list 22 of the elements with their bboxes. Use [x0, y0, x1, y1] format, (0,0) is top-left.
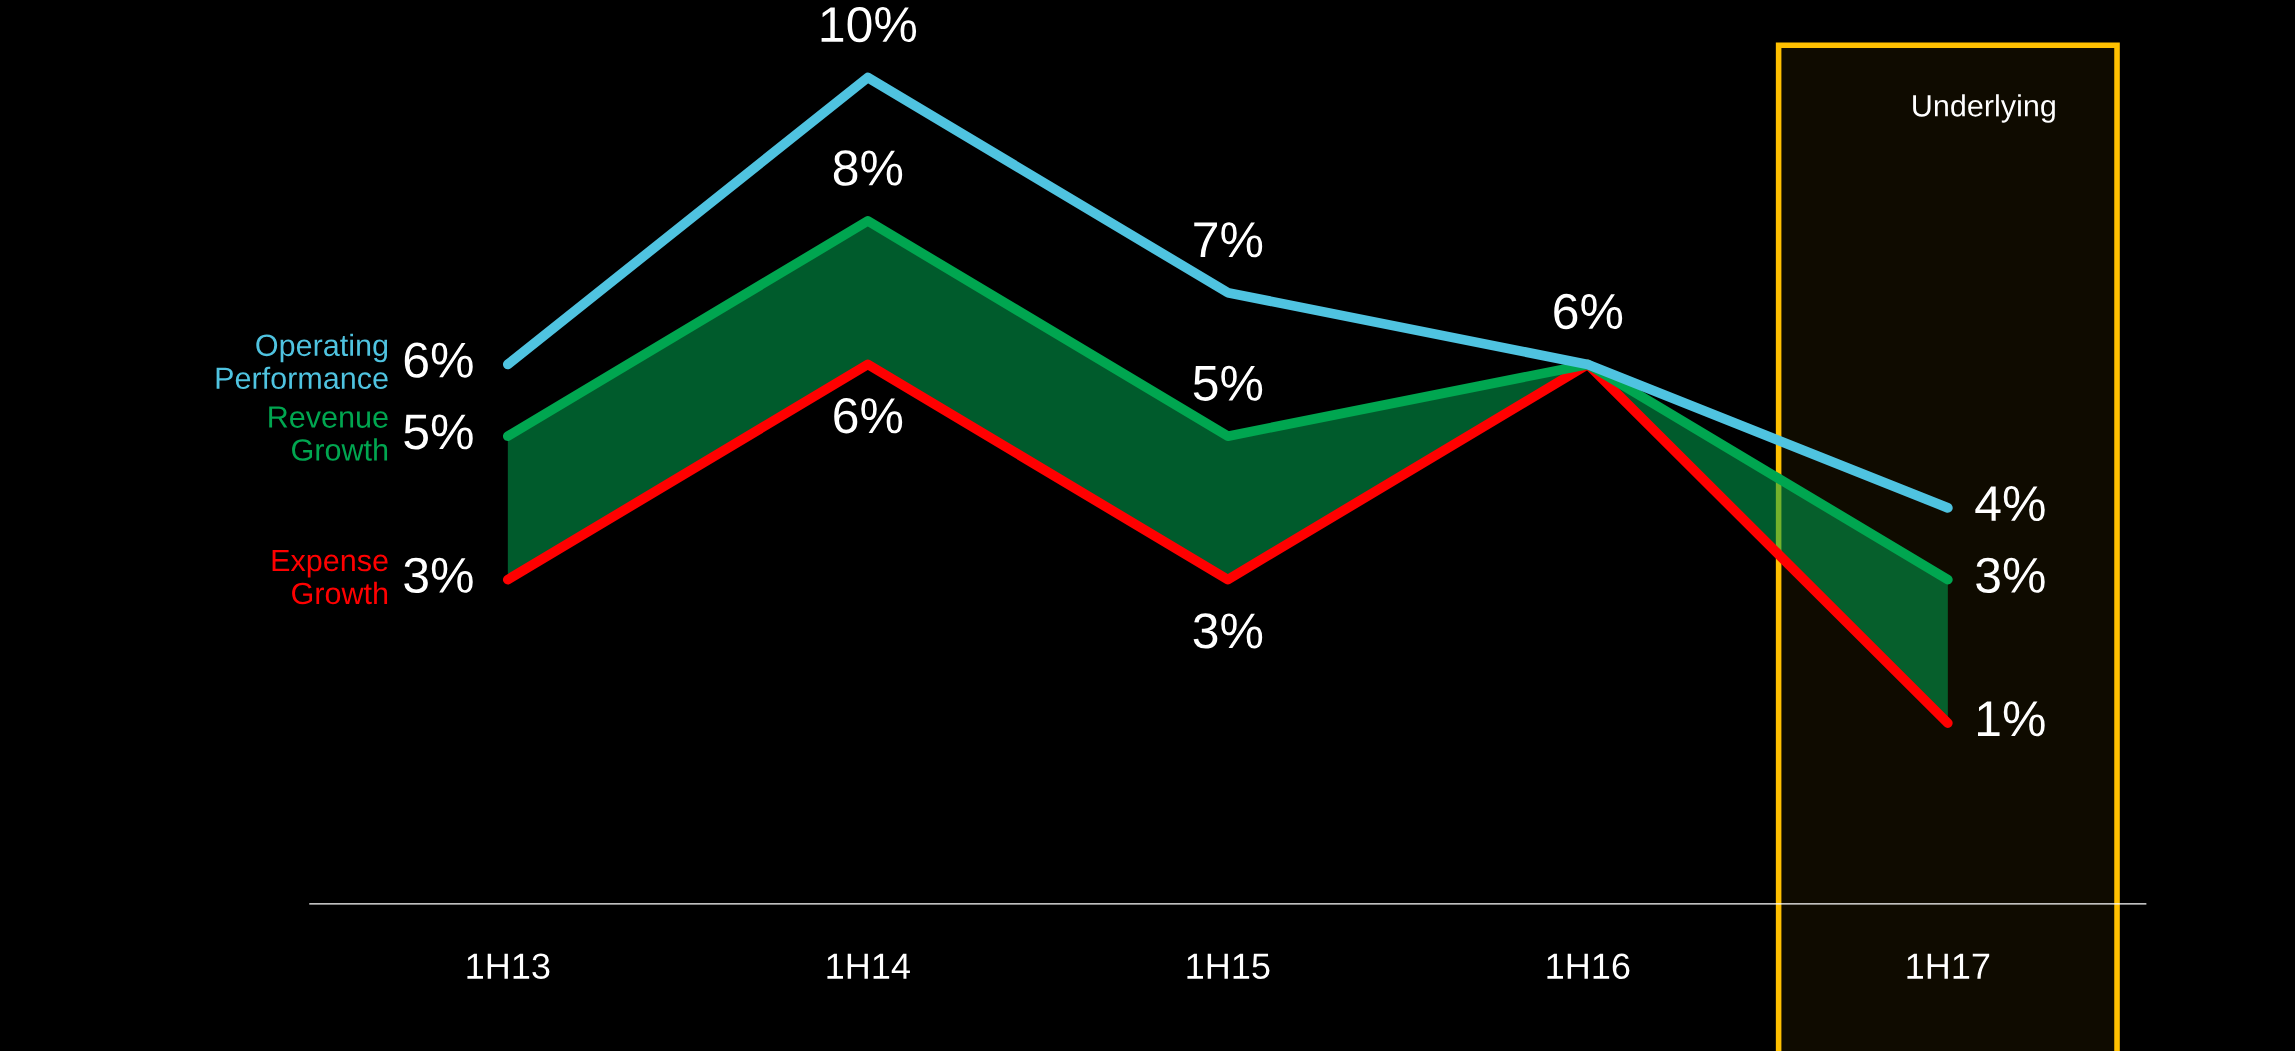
band-label: Underlying: [1913, 94, 2055, 123]
data-label: 10%: [821, 6, 917, 43]
data-label: 3%: [404, 557, 473, 594]
x-tick-label: 1H13: [467, 953, 550, 979]
x-tick-label: 1H14: [827, 953, 910, 979]
data-label: 6%: [834, 397, 903, 434]
x-tick-label: 1H16: [1547, 953, 1630, 979]
x-tick-label: 1H15: [1187, 953, 1270, 979]
data-label: 3%: [1193, 613, 1263, 649]
data-label: 1%: [1978, 701, 2045, 737]
data-label: 7%: [1194, 222, 1263, 258]
text: Revenue Growth: [269, 406, 388, 461]
data-label: 6%: [1554, 293, 1623, 330]
text: Expense Growth: [272, 550, 388, 605]
data-label: 8%: [833, 150, 903, 186]
data-label: 3%: [1976, 557, 2045, 594]
data-label: 4%: [1975, 486, 2045, 522]
text: Operating Performance: [216, 333, 388, 390]
data-label: 6%: [404, 342, 473, 378]
data-label: 5%: [404, 414, 473, 450]
data-label: 5%: [1193, 365, 1263, 401]
x-tick-label: 1H17: [1907, 953, 1990, 979]
